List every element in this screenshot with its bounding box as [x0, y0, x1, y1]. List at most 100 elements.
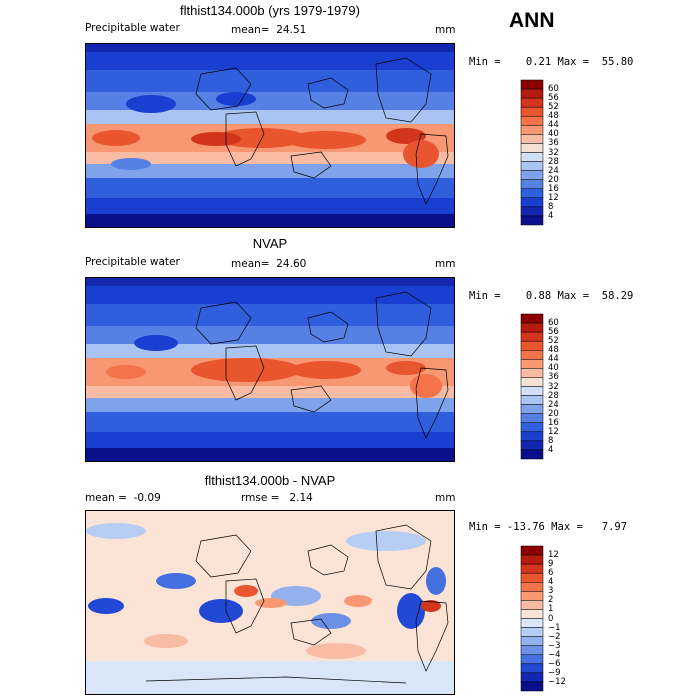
colorbar-tick-label: 3 — [548, 586, 554, 597]
colorbar-swatch — [520, 591, 544, 601]
panel-2-units: mm — [435, 258, 456, 270]
colorbar-tick-label: 12 — [548, 550, 559, 561]
colorbar-swatch — [520, 563, 544, 574]
colorbar-swatch — [520, 368, 544, 378]
panel-3-title: flthist134.000b - NVAP — [204, 473, 336, 488]
colorbar-tick-label: 16 — [548, 183, 559, 194]
colorbar-swatch — [520, 440, 544, 451]
colorbar-tick-label: 9 — [548, 559, 554, 570]
colorbar-tick-label: 40 — [548, 129, 559, 140]
colorbar-swatch — [520, 161, 544, 171]
panel-2-mean-label: mean= 24.60 — [231, 258, 307, 270]
colorbar-swatch — [520, 431, 544, 442]
colorbar-swatch — [520, 395, 544, 405]
panel-3-mean-label: mean = -0.09 — [85, 492, 161, 504]
colorbar-swatch — [520, 206, 544, 217]
panel-2-variable-label: Precipitable water — [85, 256, 180, 268]
colorbar-swatch — [520, 422, 544, 433]
colorbar-tick-label: 16 — [548, 417, 559, 428]
colorbar-swatch — [520, 554, 544, 565]
panel-2-minmax: Min = 0.88 Max = 58.29 — [469, 290, 634, 302]
colorbar-tick-label: −3 — [548, 640, 561, 651]
colorbar-tick-label: 0 — [548, 613, 554, 624]
colorbar-tick-label: 56 — [548, 93, 559, 104]
colorbar-tick-label: 44 — [548, 354, 559, 365]
colorbar-tick-label: 48 — [548, 345, 559, 356]
colorbar-swatch — [520, 116, 544, 126]
colorbar-tick-label: 32 — [548, 381, 559, 392]
colorbar-tick-label: 8 — [548, 435, 554, 446]
panel-1-colorbar — [520, 79, 544, 226]
colorbar-tick-label: −9 — [548, 667, 561, 678]
colorbar-swatch — [520, 413, 544, 423]
colorbar-swatch — [520, 313, 544, 324]
panel-2-title: NVAP — [252, 236, 288, 251]
colorbar-swatch — [520, 215, 544, 226]
colorbar-tick-label: 60 — [548, 84, 559, 95]
colorbar-swatch — [520, 600, 544, 610]
season-label: ANN — [509, 9, 555, 32]
colorbar-swatch — [520, 636, 544, 646]
colorbar-tick-label: 20 — [548, 408, 559, 419]
colorbar-tick-label: 4 — [548, 210, 554, 221]
colorbar-swatch — [520, 386, 544, 396]
colorbar-tick-label: 60 — [548, 318, 559, 329]
colorbar-swatch — [520, 449, 544, 460]
colorbar-tick-label: 12 — [548, 192, 559, 203]
colorbar-swatch — [520, 97, 544, 108]
colorbar-swatch — [520, 179, 544, 189]
colorbar-tick-label: −4 — [548, 649, 561, 660]
colorbar-tick-label: 4 — [548, 577, 554, 588]
colorbar-tick-label: 40 — [548, 363, 559, 374]
colorbar-swatch — [520, 88, 544, 99]
colorbar-swatch — [520, 79, 544, 90]
colorbar-tick-label: −2 — [548, 631, 561, 642]
colorbar-tick-label: 52 — [548, 336, 559, 347]
colorbar-swatch — [520, 350, 544, 360]
colorbar-tick-label: 36 — [548, 138, 559, 149]
panel-1-units: mm — [435, 24, 456, 36]
panel-1-title: flthist134.000b (yrs 1979-1979) — [180, 3, 360, 18]
panel-2-colorbar — [520, 313, 544, 460]
colorbar-tick-label: 6 — [548, 568, 554, 579]
colorbar-swatch — [520, 340, 544, 351]
colorbar-tick-label: −12 — [548, 676, 566, 687]
colorbar-swatch — [520, 654, 544, 665]
colorbar-tick-label: 36 — [548, 372, 559, 383]
colorbar-tick-label: 24 — [548, 399, 559, 410]
colorbar-swatch — [520, 197, 544, 208]
colorbar-tick-label: 20 — [548, 174, 559, 185]
panel-1-minmax: Min = 0.21 Max = 55.80 — [469, 56, 634, 68]
colorbar-swatch — [520, 609, 544, 619]
colorbar-tick-label: 52 — [548, 102, 559, 113]
colorbar-tick-label: 12 — [548, 426, 559, 437]
colorbar-tick-label: 28 — [548, 156, 559, 167]
colorbar-swatch — [520, 134, 544, 144]
colorbar-tick-label: 56 — [548, 327, 559, 338]
colorbar-tick-label: 28 — [548, 390, 559, 401]
colorbar-swatch — [520, 188, 544, 199]
panel-1-map — [85, 43, 455, 228]
colorbar-swatch — [520, 106, 544, 117]
panel-1-mean-label: mean= 24.51 — [231, 24, 307, 36]
colorbar-swatch — [520, 645, 544, 655]
panel-3-units: mm — [435, 492, 456, 504]
colorbar-tick-label: 4 — [548, 444, 554, 455]
colorbar-swatch — [520, 618, 544, 628]
colorbar-swatch — [520, 545, 544, 556]
colorbar-swatch — [520, 627, 544, 637]
colorbar-swatch — [520, 359, 544, 369]
panel-3-rmse-label: rmse = 2.14 — [241, 492, 313, 504]
panel-3-minmax: Min = -13.76 Max = 7.97 — [469, 521, 628, 533]
colorbar-swatch — [520, 377, 544, 387]
colorbar-tick-label: 44 — [548, 120, 559, 131]
colorbar-tick-label: 2 — [548, 595, 554, 606]
colorbar-swatch — [520, 143, 544, 153]
colorbar-tick-label: 32 — [548, 147, 559, 158]
colorbar-tick-label: 48 — [548, 111, 559, 122]
colorbar-swatch — [520, 322, 544, 333]
colorbar-swatch — [520, 152, 544, 162]
colorbar-swatch — [520, 672, 544, 683]
panel-3-colorbar — [520, 545, 544, 692]
colorbar-swatch — [520, 572, 544, 583]
